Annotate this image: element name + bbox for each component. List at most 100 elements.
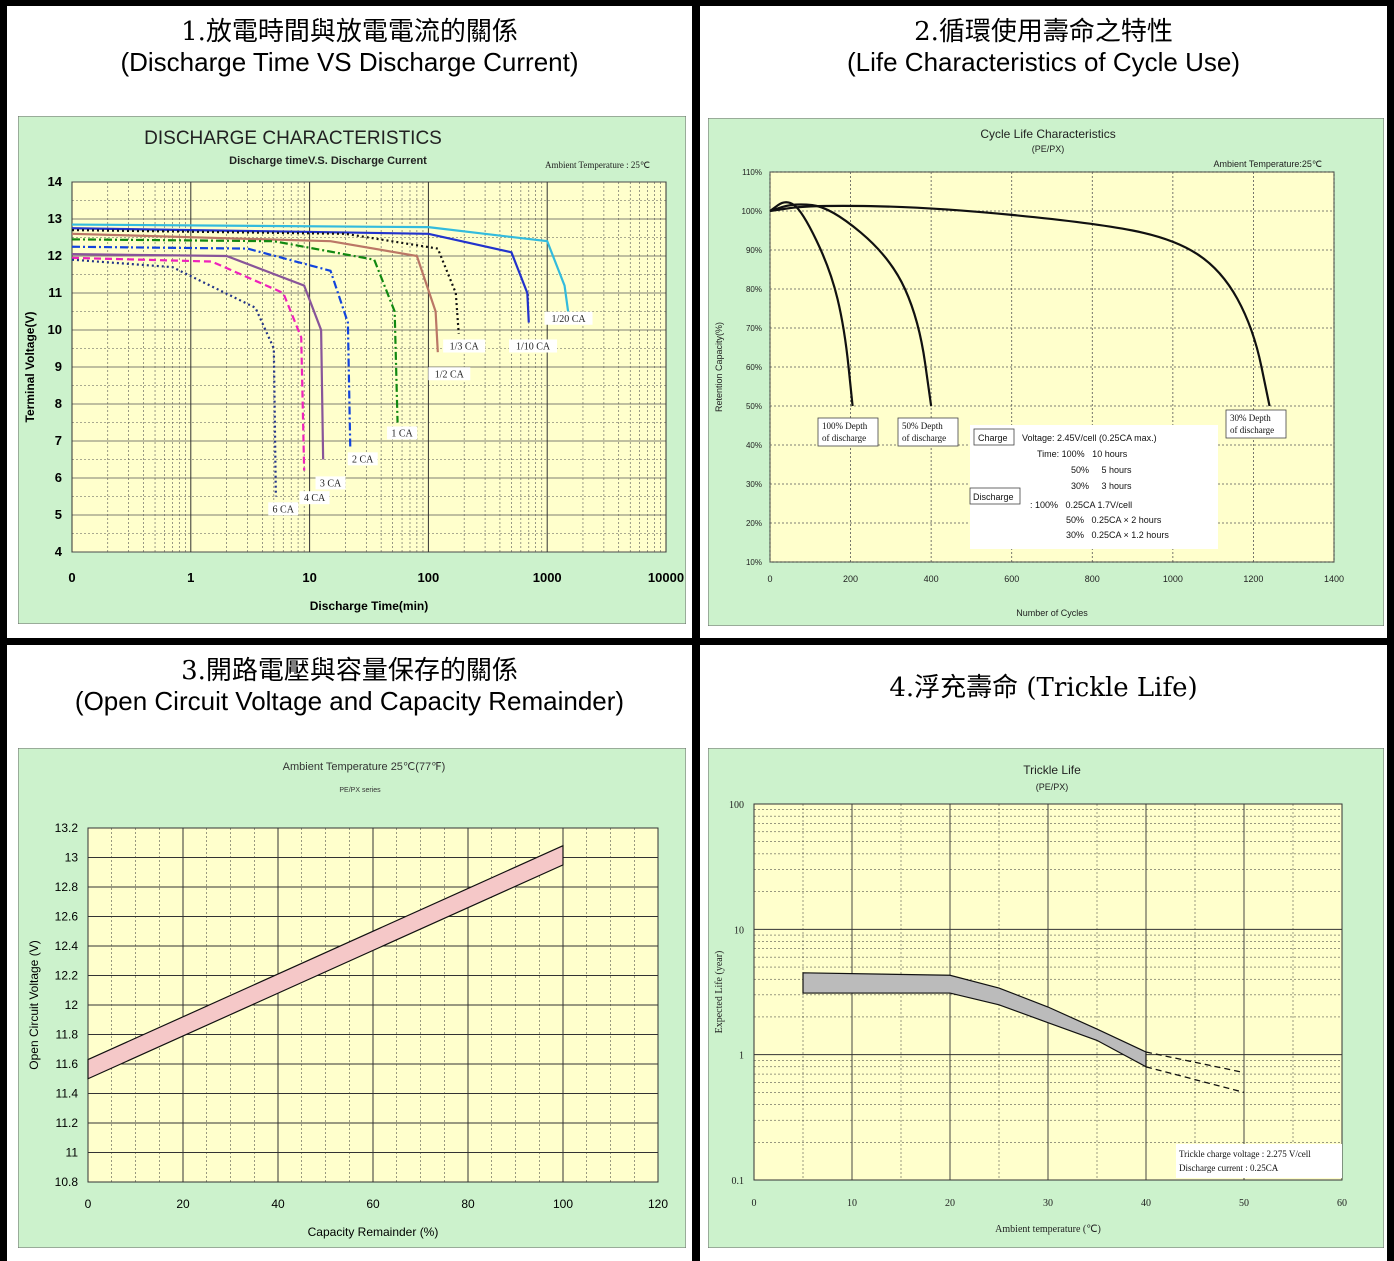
chart-4-y-tick-label: 0.1 [732,1176,745,1187]
chart-2-x-tick-label: 200 [843,574,858,584]
frame-top [0,0,1394,6]
chart-3-x-tick-label: 120 [648,1197,668,1211]
chart-1-x-tick-label: 100 [418,570,440,585]
chart-2-discharge-label: Discharge [973,492,1014,502]
chart-3-y-tick-label: 10.8 [55,1175,79,1189]
chart-1-series-label-bg [509,339,558,353]
chart-2-series-label: of discharge [822,433,866,443]
panel-3-title-en: (Open Circuit Voltage and Capacity Remai… [74,686,625,716]
frame-right [1387,0,1394,1261]
chart-2-charge-label: Charge [978,433,1008,443]
chart-2-series-label-box [897,417,959,447]
chart-2-annotation: Ambient Temperature:25℃ [1214,159,1323,169]
panel-2-title-en: (Life Characteristics of Cycle Use) [847,47,1240,77]
chart-3-y-tick-label: 13 [65,851,79,865]
chart-2-x-tick-label: 0 [767,574,772,584]
chart-3-y-tick-label: 12.6 [55,910,79,924]
chart-3-y-tick-label: 12.4 [55,939,79,953]
chart-2-y-tick-label: 60% [746,363,762,372]
chart-3-subtitle: PE/PX series [339,787,381,794]
chart-1-title: DISCHARGE CHARACTERISTICS [144,128,442,149]
chart-1-y-tick-label: 6 [55,470,62,485]
chart-1-series-label: 1/3 CA [450,342,480,353]
chart-2-series-label: 100% Depth [822,421,868,431]
chart-2-y-tick-label: 70% [746,324,762,333]
chart-2-discharge-tag [969,487,1021,505]
chart-1-series-label: 4 CA [304,493,326,504]
chart-1-annotation: Ambient Temperature : 25℃ [545,160,650,170]
chart-3-y-tick-label: 12 [65,998,79,1012]
chart-1-series-label: 1 CA [391,428,413,439]
chart-3-y-tick-label: 11.6 [56,1057,79,1071]
chart-1-series-label: 2 CA [352,454,374,465]
chart-3-y-tick-label: 11 [66,1146,79,1160]
chart-1-y-tick-label: 12 [48,248,62,263]
chart-1-y-tick-label: 9 [55,359,62,374]
chart-2-x-tick-label: 1000 [1163,574,1183,584]
panel-2-title: 2.循環使用壽命之特性 (Life Characteristics of Cyc… [700,16,1387,77]
chart-2-x-tick-label: 1200 [1243,574,1263,584]
chart-1-y-tick-label: 8 [55,396,62,411]
chart-2-info-line: 30% 3 hours [1071,481,1132,491]
chart-2-info-box [970,425,1218,549]
chart-3-y-tick-label: 11.2 [56,1116,79,1130]
chart-1-series-line [71,253,325,460]
chart-2-info-line: 50% 0.25CA × 2 hours [1066,515,1162,525]
frame-mid [692,0,700,1261]
chart-1-series-label: 3 CA [320,478,342,489]
chart-2-subtitle: (PE/PX) [1032,144,1065,154]
chart-2-series-label: of discharge [902,433,946,443]
chart-4-extension-lower [1145,1066,1245,1094]
chart-1-series-label: 6 CA [273,504,295,515]
chart-2-y-tick-label: 30% [746,480,762,489]
chart-1-series-label-bg [387,426,418,440]
chart-1-y-axis-label: Terminal Voltage(V) [23,312,37,423]
chart-4-x-tick-label: 20 [945,1198,955,1209]
chart-3-x-axis-label: Capacity Remainder (%) [308,1225,439,1239]
chart-3-x-tick-label: 60 [366,1197,380,1211]
chart-4-y-tick-label: 100 [729,800,744,811]
chart-2-x-tick-label: 800 [1085,574,1100,584]
chart-2-x-axis-label: Number of Cycles [1016,608,1088,618]
chart-2-series-label: 50% Depth [902,421,943,431]
chart-1-y-tick-label: 5 [55,507,62,522]
chart-1-y-tick-label: 14 [48,174,63,189]
chart-2-info-line: : 100% 0.25CA 1.7V/cell [1030,500,1132,510]
chart-4-x-tick-label: 60 [1337,1198,1347,1209]
chart-4-note-line: Trickle charge voltage : 2.275 V/cell [1179,1149,1311,1159]
panel-3-title-zh: 3.開路電壓與容量保存的關係 [181,656,518,686]
chart-1-y-tick-label: 13 [48,211,62,226]
chart-3-y-tick-label: 11.8 [56,1028,79,1042]
chart-1-series-line [71,245,352,449]
chart-1-subtitle: Discharge timeV.S. Discharge Current [229,155,427,167]
chart-3-band [87,844,564,1080]
panel-4-title-zh: 4.浮充壽命 (Trickle Life) [889,673,1198,703]
chart-4-note-box [1176,1144,1342,1178]
panel-2-title-zh: 2.循環使用壽命之特性 [914,17,1173,47]
chart-1-y-tick-label: 11 [48,285,62,300]
chart-4-extension-upper [1145,1051,1245,1074]
chart-discharge-characteristics: 0 1 10 100 1000 10000 4 5 6 7 8 9 10 11 12 13 14 DISCHARG… [18,116,686,624]
chart-ocv-capacity: 0 20 40 60 80 100 120 10.8 11 11.2 11.4 11.6 11.8 12 1… [18,748,686,1248]
chart-2-info-line: Voltage: 2.45V/cell (0.25CA max.) [1022,433,1157,443]
chart-2-x-tick-label: 600 [1004,574,1019,584]
chart-1-x-tick-label: 1 [187,570,194,585]
chart-1-series-label-bg [428,367,471,381]
chart-1-series-label-bg [443,339,486,353]
chart-4-subtitle: (PE/PX) [1036,782,1069,792]
chart-1-series-label: 1/2 CA [435,369,465,380]
chart-1-series-label-bg [299,491,330,505]
chart-4-x-tick-label: 40 [1141,1198,1151,1209]
panel-1-title-en: (Discharge Time VS Discharge Current) [120,47,579,77]
chart-3-y-tick-label: 12.8 [55,880,79,894]
panel-4-title: 4.浮充壽命 (Trickle Life) [700,672,1387,703]
chart-4-x-tick-label: 30 [1043,1198,1053,1209]
chart-4-x-tick-label: 50 [1239,1198,1249,1209]
chart-3-x-tick-label: 0 [85,1197,92,1211]
chart-2-series-label: of discharge [1230,425,1274,435]
chart-2-y-tick-label: 40% [746,441,762,450]
chart-3-y-tick-label: 13.2 [55,821,79,835]
chart-trickle-life: 0 10 20 30 40 50 60 0.1 1 10 100 Trickle Life (PE/PX… [708,748,1384,1248]
chart-1-series-label-bg [268,502,299,516]
chart-2-y-tick-label: 100% [742,207,762,216]
